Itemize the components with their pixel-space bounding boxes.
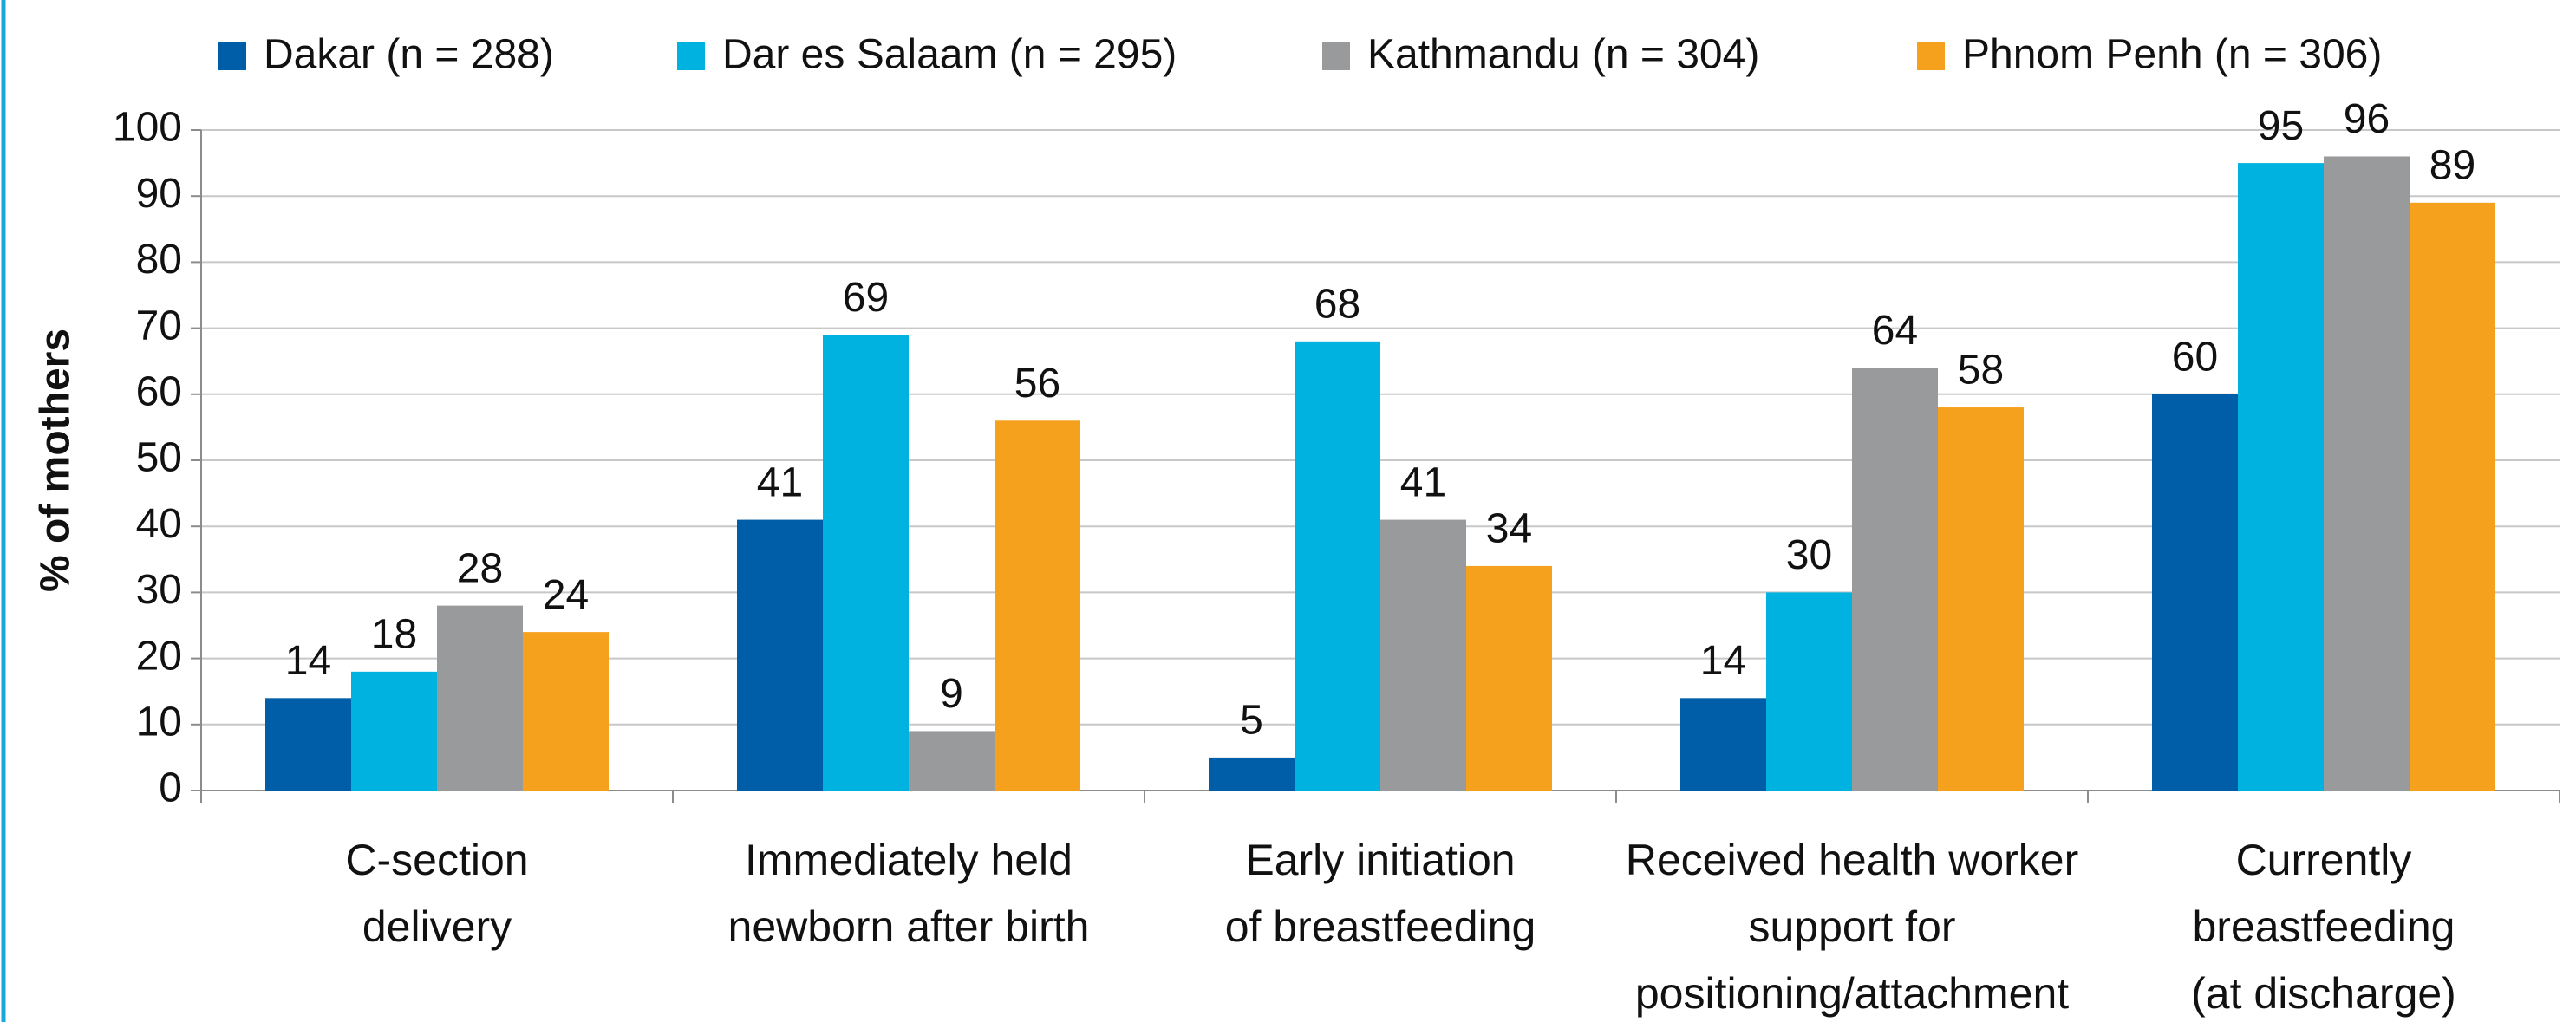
x-tick-label: positioning/attachment xyxy=(1635,969,2069,1018)
bar xyxy=(823,335,909,791)
value-label: 58 xyxy=(1958,348,2004,394)
y-tick-label: 50 xyxy=(136,435,182,481)
value-label: 41 xyxy=(1400,459,1446,505)
value-label: 95 xyxy=(2258,103,2304,149)
y-tick-label: 0 xyxy=(159,765,182,811)
bar xyxy=(1680,698,1766,791)
bar xyxy=(1466,565,1552,791)
x-tick-label: support for xyxy=(1748,902,1955,951)
bar xyxy=(1209,757,1295,791)
value-label: 56 xyxy=(1014,361,1060,407)
x-tick-label: C-section xyxy=(345,836,528,884)
bar xyxy=(1852,368,1938,791)
legend-swatch xyxy=(218,42,246,70)
bar xyxy=(2238,163,2324,791)
bar xyxy=(1766,592,1852,791)
legend-swatch xyxy=(1917,42,1945,70)
value-label: 34 xyxy=(1486,506,1532,552)
x-tick-label: Early initiation xyxy=(1245,836,1515,884)
value-label: 96 xyxy=(2344,96,2390,142)
bar xyxy=(909,731,995,791)
x-tick-label: Received health worker xyxy=(1626,836,2079,884)
y-tick-label: 10 xyxy=(136,699,182,745)
bar xyxy=(1938,407,2024,791)
y-tick-label: 80 xyxy=(136,237,182,283)
legend-label: Dar es Salaam (n = 295) xyxy=(722,32,1177,78)
bar xyxy=(2152,394,2238,791)
y-axis-label: % of mothers xyxy=(33,329,79,592)
value-label: 9 xyxy=(940,671,963,717)
legend-label: Kathmandu (n = 304) xyxy=(1367,32,1759,78)
bar xyxy=(523,632,609,791)
legend-label: Dakar (n = 288) xyxy=(264,32,554,78)
x-tick-label: (at discharge) xyxy=(2191,969,2456,1018)
y-tick-label: 60 xyxy=(136,368,182,414)
bar xyxy=(2410,202,2495,791)
x-tick-label: Currently xyxy=(2236,836,2412,884)
y-tick-label: 30 xyxy=(136,567,182,613)
value-label: 18 xyxy=(371,612,417,658)
value-label: 5 xyxy=(1240,698,1263,744)
legend-swatch xyxy=(677,42,705,70)
legend-label: Phnom Penh (n = 306) xyxy=(1962,32,2382,78)
value-label: 14 xyxy=(285,638,331,684)
y-tick-label: 40 xyxy=(136,501,182,547)
value-label: 24 xyxy=(543,572,589,618)
value-label: 69 xyxy=(843,275,889,321)
bar xyxy=(737,519,823,791)
value-label: 89 xyxy=(2429,142,2475,188)
y-tick-label: 100 xyxy=(113,105,182,151)
bar xyxy=(995,420,1080,791)
value-label: 60 xyxy=(2172,334,2218,380)
y-tick-label: 70 xyxy=(136,303,182,348)
value-label: 14 xyxy=(1700,638,1746,684)
value-label: 64 xyxy=(1872,308,1918,354)
bar xyxy=(1295,341,1380,791)
x-tick-label: of breastfeeding xyxy=(1225,902,1536,951)
bar xyxy=(265,698,351,791)
value-label: 28 xyxy=(457,545,503,591)
x-tick-label: delivery xyxy=(362,902,512,951)
x-tick-label: breastfeeding xyxy=(2192,902,2455,951)
bar xyxy=(351,671,437,791)
x-tick-label: newborn after birth xyxy=(728,902,1090,951)
bar xyxy=(1380,519,1466,791)
bar xyxy=(2324,156,2410,791)
y-tick-label: 20 xyxy=(136,633,182,679)
value-label: 41 xyxy=(757,459,803,505)
y-tick-label: 90 xyxy=(136,171,182,217)
value-label: 68 xyxy=(1314,282,1360,328)
x-tick-label: Immediately held xyxy=(745,836,1073,884)
bar xyxy=(437,605,523,791)
value-label: 30 xyxy=(1786,532,1832,578)
legend-swatch xyxy=(1322,42,1350,70)
